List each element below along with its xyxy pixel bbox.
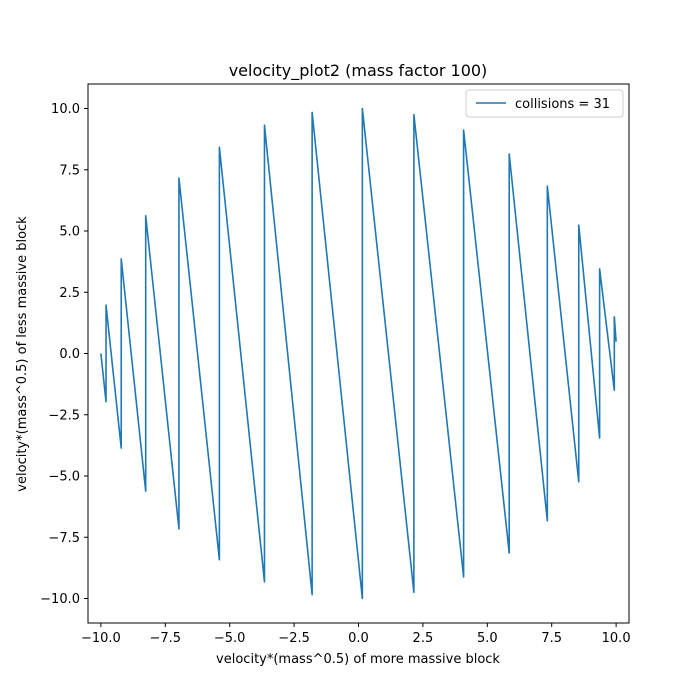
- y-tick-label: 5.0: [59, 225, 80, 240]
- y-tick-label: −2.5: [48, 408, 80, 423]
- x-tick-label: 7.5: [541, 631, 562, 646]
- y-tick-label: 2.5: [59, 286, 80, 301]
- axes-frame: [87, 83, 630, 624]
- legend-box: [465, 89, 624, 118]
- x-tick-label: −7.5: [149, 631, 181, 646]
- y-tick-label: −5.0: [48, 470, 80, 485]
- x-tick-label: −10.0: [81, 631, 121, 646]
- x-tick-label: −5.0: [214, 631, 246, 646]
- y-tick-label: 0.0: [59, 347, 80, 362]
- x-tick-label: 2.5: [413, 631, 434, 646]
- y-tick-label: 10.0: [51, 102, 80, 117]
- plot-area: [100, 107, 617, 600]
- y-tick-label: 7.5: [59, 163, 80, 178]
- x-tick-label: 10.0: [602, 631, 631, 646]
- x-axis: −10.0 −7.5 −5.0 −2.5 0.0 2.5 5.0 7.5 10.0: [81, 623, 631, 646]
- legend-label: collisions = 31: [515, 97, 610, 112]
- legend: collisions = 31: [465, 89, 624, 118]
- series-line: [100, 107, 617, 600]
- y-tick-label: −7.5: [48, 531, 80, 546]
- x-axis-label: velocity*(mass^0.5) of more massive bloc…: [216, 652, 500, 667]
- y-axis: −10.0 −7.5 −5.0 −2.5 0.0 2.5 5.0 7.5 10.0: [40, 102, 88, 607]
- chart-title: velocity_plot2 (mass factor 100): [229, 61, 488, 81]
- x-tick-label: 0.0: [348, 631, 369, 646]
- y-tick-label: −10.0: [40, 592, 80, 607]
- x-tick-label: −2.5: [278, 631, 310, 646]
- y-axis-label: velocity*(mass^0.5) of less massive bloc…: [15, 216, 30, 492]
- x-tick-label: 5.0: [477, 631, 498, 646]
